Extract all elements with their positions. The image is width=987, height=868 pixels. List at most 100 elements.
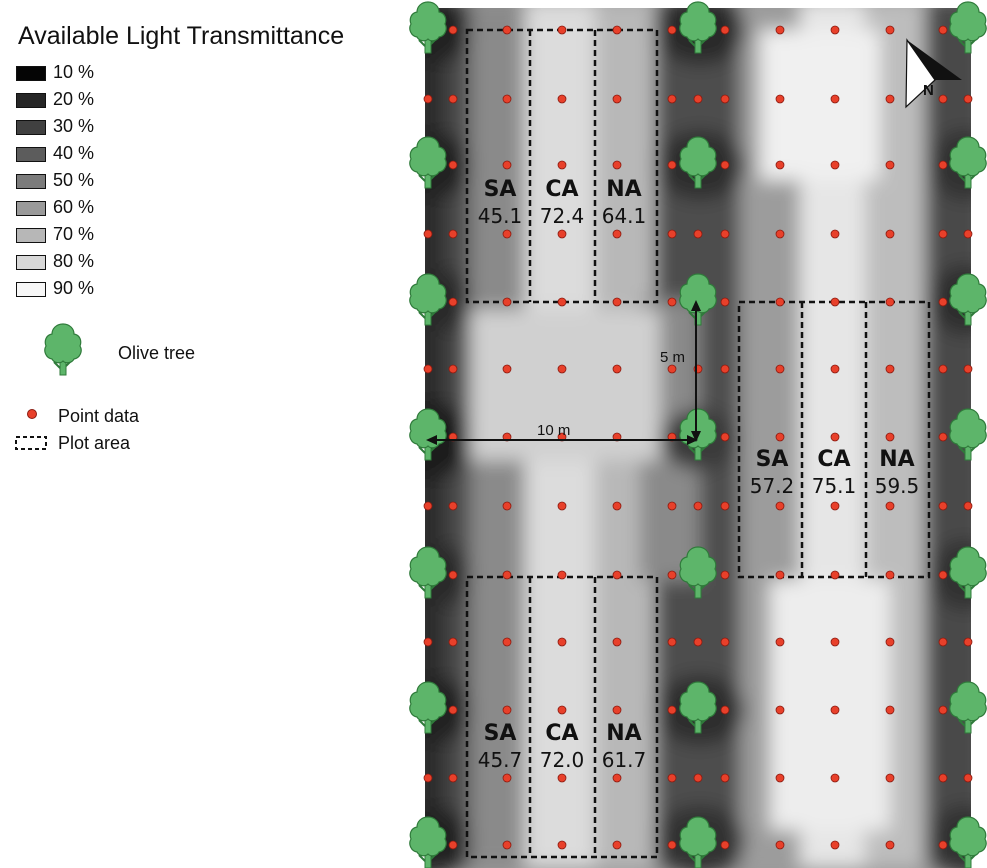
legend-swatch <box>16 282 46 297</box>
data-point <box>775 501 785 511</box>
data-point <box>612 773 622 783</box>
data-point <box>448 297 458 307</box>
data-point <box>885 94 895 104</box>
data-point <box>775 773 785 783</box>
data-point <box>557 364 567 374</box>
data-point <box>557 637 567 647</box>
data-point <box>775 705 785 715</box>
data-point <box>612 297 622 307</box>
data-point <box>612 570 622 580</box>
data-point <box>612 501 622 511</box>
data-point <box>885 705 895 715</box>
data-point <box>557 570 567 580</box>
legend-swatch <box>16 174 46 189</box>
olive-tree-icon <box>949 136 987 189</box>
data-point <box>667 840 677 850</box>
olive-tree-icon <box>949 273 987 326</box>
data-point <box>693 501 703 511</box>
data-point <box>885 25 895 35</box>
olive-tree-icon <box>949 681 987 734</box>
data-point <box>830 229 840 239</box>
data-point <box>720 25 730 35</box>
data-point <box>720 432 730 442</box>
olive-tree-icon <box>409 546 447 599</box>
data-point <box>885 501 895 511</box>
data-point <box>502 570 512 580</box>
data-point <box>720 637 730 647</box>
data-point <box>502 229 512 239</box>
data-point <box>502 297 512 307</box>
data-point <box>667 94 677 104</box>
data-point <box>775 840 785 850</box>
data-point <box>448 773 458 783</box>
data-point <box>720 840 730 850</box>
data-point <box>448 705 458 715</box>
point-data-label: Point data <box>58 406 140 426</box>
data-point <box>667 570 677 580</box>
data-point <box>502 364 512 374</box>
data-point <box>830 432 840 442</box>
data-point <box>830 94 840 104</box>
data-point <box>830 840 840 850</box>
data-point <box>693 94 703 104</box>
data-point <box>502 25 512 35</box>
data-point <box>775 637 785 647</box>
plot-value-top-sa: 45.1 <box>478 204 523 228</box>
plot-label-bottom-ca: CA <box>545 721 578 746</box>
olive-tree-icon <box>679 546 717 599</box>
data-point <box>938 25 948 35</box>
data-point <box>557 773 567 783</box>
data-point <box>720 229 730 239</box>
data-point <box>612 364 622 374</box>
data-point <box>938 501 948 511</box>
data-point <box>667 501 677 511</box>
plot-label-bottom-na: NA <box>606 721 641 746</box>
scale-horizontal-label: 10 m <box>537 422 570 439</box>
data-point <box>938 840 948 850</box>
data-point <box>557 705 567 715</box>
data-point <box>938 570 948 580</box>
legend-class-label: 70 % <box>53 224 95 244</box>
data-point <box>720 705 730 715</box>
data-point <box>830 160 840 170</box>
legend-class-label: 50 % <box>53 170 95 190</box>
olive-tree-icon <box>409 816 447 868</box>
data-point <box>885 840 895 850</box>
plot-label-top-ca: CA <box>545 177 578 202</box>
data-point <box>885 160 895 170</box>
north-arrow-icon: N <box>905 38 962 109</box>
data-point <box>448 229 458 239</box>
data-point <box>612 160 622 170</box>
data-point <box>720 570 730 580</box>
data-point <box>557 25 567 35</box>
data-point <box>667 25 677 35</box>
data-point <box>775 297 785 307</box>
data-point <box>612 705 622 715</box>
olive-tree-icon <box>679 136 717 189</box>
data-point <box>612 229 622 239</box>
data-point <box>423 501 433 511</box>
olive-tree-icon <box>949 408 987 461</box>
olive-tree-icon <box>409 681 447 734</box>
olive-tree-icon <box>409 1 447 54</box>
data-point <box>557 840 567 850</box>
data-point <box>502 501 512 511</box>
data-point <box>885 432 895 442</box>
data-point <box>693 773 703 783</box>
plot-area-label: Plot area <box>58 433 131 453</box>
data-point <box>938 637 948 647</box>
data-point <box>502 94 512 104</box>
data-point <box>502 705 512 715</box>
data-point <box>938 229 948 239</box>
legend-swatch <box>16 93 46 108</box>
legend-class-label: 30 % <box>53 116 95 136</box>
data-point <box>502 160 512 170</box>
data-point <box>448 840 458 850</box>
data-point <box>448 160 458 170</box>
plot-label-top-sa: SA <box>484 177 517 202</box>
data-point <box>423 94 433 104</box>
data-point <box>693 637 703 647</box>
data-point <box>775 25 785 35</box>
data-point <box>938 364 948 374</box>
